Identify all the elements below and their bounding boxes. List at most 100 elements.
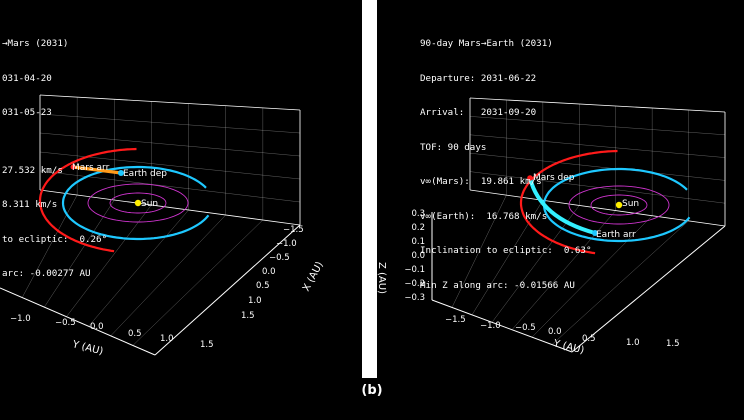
right-z-axis-label: Z (AU) — [376, 262, 387, 294]
left-grid-line — [132, 219, 263, 346]
left-earth-dep-label: Earth dep — [123, 169, 167, 179]
right-floor-edge — [431, 299, 573, 353]
right-y-tick-label: 1.5 — [666, 339, 680, 349]
right-grid-line — [451, 195, 507, 308]
left-y-tick-label: 0.5 — [128, 329, 142, 339]
left-ref-circle-inner — [109, 192, 167, 214]
left-info-line: 8.311 km/s — [2, 199, 58, 210]
left-info-line: 27.532 km/s — [2, 164, 63, 176]
right-z-tick-label: −0.2 — [404, 279, 425, 289]
right-z-ticks: 0.3 0.2 0.1 0.0 −0.1 −0.2 −0.3 — [404, 209, 425, 303]
right-ref-circle-outer — [568, 185, 670, 225]
left-info-text: →Mars (2031) 031-04-20 031-05-23 27.532 … — [2, 15, 107, 291]
left-floor-edge-right — [154, 224, 301, 356]
right-z-tick-label: 0.3 — [411, 209, 425, 219]
left-mars-orbit — [38, 147, 137, 253]
right-grid-line — [511, 210, 616, 330]
left-x-ticks: −1.5 −1.0 −0.5 0.0 0.5 1.0 1.5 — [241, 225, 304, 321]
panel-label: (b) — [361, 383, 383, 398]
right-z-tick-label: 0.2 — [411, 223, 425, 233]
left-grid-line — [44, 199, 115, 308]
right-earth-arr-label: Earth arr — [596, 230, 636, 240]
right-grid-line — [471, 200, 544, 315]
left-info-line: 031-04-20 — [2, 72, 52, 84]
right-grid-line — [469, 116, 726, 135]
right-z-tick-label: 0.1 — [411, 237, 425, 247]
left-plot-3d: Mars arr Earth dep Sun −1.5 −1.0 −0.5 0.0 0.5 1… — [0, 94, 326, 357]
left-grid-line — [66, 204, 152, 317]
left-grid-line — [21, 194, 78, 298]
left-sun-marker — [134, 199, 142, 207]
left-floor-edge — [0, 287, 156, 356]
left-info-line: to ecliptic: 0.26° — [2, 233, 108, 245]
right-y-tick-label: −0.5 — [515, 323, 536, 333]
left-ref-circle-outer — [87, 183, 189, 223]
right-mars-dep-marker — [527, 175, 533, 181]
right-sun-marker — [615, 201, 623, 209]
right-y-tick-label: 0.0 — [548, 327, 562, 337]
right-y-tick-label: −1.5 — [445, 315, 466, 325]
right-info-line: Inclination to ecliptic: 0.63° — [420, 245, 592, 256]
left-info-line: 031-05-23 — [2, 107, 52, 118]
right-z-tick-label: −0.3 — [404, 293, 425, 303]
right-grid-line — [491, 205, 580, 323]
right-floor-edge-right — [571, 225, 726, 353]
right-mars-orbit — [519, 149, 618, 255]
left-info-line: →Mars (2031) — [2, 38, 69, 49]
right-floor-back — [469, 189, 726, 227]
left-y-tick-label: 0.0 — [90, 322, 104, 332]
left-x-tick-label: 0.5 — [256, 281, 270, 291]
left-axes-frame — [0, 94, 301, 356]
right-mars-dep-label: Mars dep — [533, 173, 575, 183]
right-grid-line — [531, 215, 653, 338]
right-info-line: v∞(Mars): 19.861 km/s — [420, 176, 542, 187]
left-y-tick-label: −1.0 — [10, 314, 31, 324]
left-mars-arr-marker — [70, 164, 76, 170]
left-floor-back — [39, 189, 301, 226]
left-grid-line — [39, 132, 301, 157]
left-x-tick-label: 1.5 — [241, 311, 255, 321]
left-grid-line — [39, 151, 301, 180]
left-y-tick-label: 1.0 — [160, 334, 174, 344]
left-mars-arr-label: Mars arr — [72, 163, 110, 173]
left-earth-dep-marker — [118, 170, 124, 176]
left-orbits: Mars arr Earth dep Sun — [38, 147, 210, 253]
left-sun-label: Sun — [141, 199, 158, 209]
left-transfer-arc — [72, 165, 122, 175]
left-y-tick-label: 1.5 — [200, 340, 214, 350]
right-sun-label: Sun — [622, 199, 639, 209]
right-back-top — [469, 97, 726, 113]
right-grid-line — [469, 134, 726, 158]
right-y-tick-label: 1.0 — [626, 338, 640, 348]
right-orbits: Mars dep Earth arr Sun — [519, 149, 691, 255]
left-x-tick-label: 1.0 — [248, 296, 262, 306]
left-earth-orbit — [61, 165, 210, 241]
right-grid-line — [469, 153, 726, 181]
left-x-tick-label: −1.0 — [276, 239, 297, 249]
caption-background — [0, 378, 744, 420]
left-x-tick-label: 0.0 — [262, 267, 276, 277]
left-y-ticks: −1.0 −0.5 0.0 0.5 1.0 1.5 — [10, 314, 214, 350]
right-y-ticks: −1.5 −1.0 −0.5 0.0 0.5 1.0 1.5 — [445, 315, 680, 349]
right-info-line: TOF: 90 days — [420, 141, 487, 153]
left-back-top — [39, 94, 301, 111]
right-info-text: 90-day Mars→Earth (2031) Departure: 2031… — [420, 15, 591, 303]
right-earth-arr-marker — [592, 230, 598, 236]
right-ref-circle-inner — [590, 194, 648, 216]
right-grid — [451, 98, 726, 345]
right-info-line: 90-day Mars→Earth (2031) — [420, 38, 553, 49]
left-panel-background — [0, 0, 362, 378]
right-transfer-arc — [528, 177, 596, 235]
right-z-tick-label: −0.1 — [404, 265, 425, 275]
left-x-tick-label: −1.5 — [283, 225, 304, 235]
left-info-line: arc: -0.00277 AU — [2, 268, 91, 279]
right-info-line: v∞(Earth): 16.768 km/s — [420, 210, 548, 222]
left-grid-line — [88, 209, 189, 327]
left-y-tick-label: −0.5 — [55, 318, 76, 328]
right-y-tick-label: 0.5 — [582, 334, 596, 344]
left-x-tick-label: −0.5 — [269, 253, 290, 263]
right-grid-line — [551, 220, 689, 345]
right-info-line: Min Z along arc: -0.01566 AU — [420, 279, 575, 291]
right-axes-frame — [431, 97, 726, 353]
